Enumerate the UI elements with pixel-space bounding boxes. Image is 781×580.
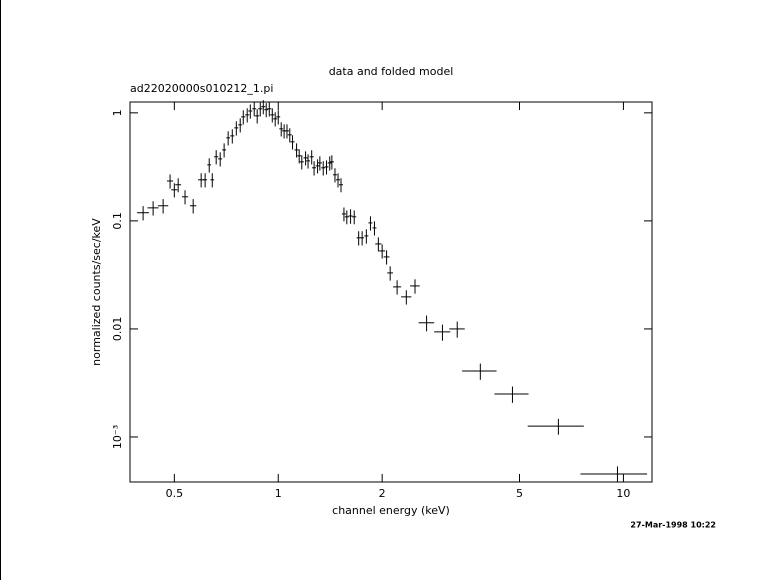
timestamp: 27-Mar-1998 10:22 [630, 521, 716, 530]
y-tick-label: 0.1 [111, 212, 124, 230]
x-tick-label: 5 [516, 487, 523, 500]
y-tick-label: 1 [111, 109, 124, 116]
x-tick-label: 2 [379, 487, 386, 500]
x-axis-label: channel energy (keV) [332, 504, 450, 517]
plot-frame [129, 101, 653, 483]
x-tick-label: 1 [275, 487, 282, 500]
chart-title: data and folded model [329, 65, 454, 78]
y-tick-label: 10⁻³ [111, 425, 124, 449]
y-tick-label: 0.01 [111, 317, 124, 342]
x-tick-label: 10 [616, 487, 630, 500]
chart-subtitle: ad22020000s010212_1.pi [130, 82, 273, 95]
x-tick-label: 0.5 [166, 487, 184, 500]
y-axis-label: normalized counts/sec/keV [90, 218, 103, 366]
